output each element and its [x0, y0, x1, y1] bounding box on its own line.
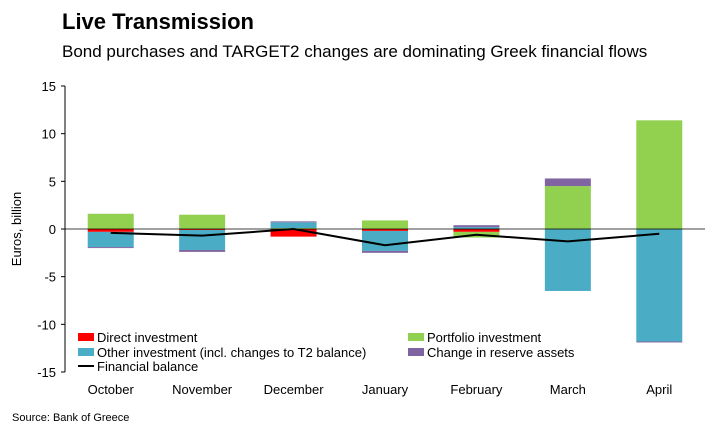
bar-segment [179, 249, 226, 252]
bar-segment [362, 230, 408, 251]
legend-swatch [78, 333, 94, 341]
bar-segment [179, 229, 226, 230]
y-tick-label: 5 [49, 174, 56, 189]
legend-label: Change in reserve assets [427, 345, 575, 360]
bar-segment [270, 221, 317, 223]
bar-segment [453, 227, 500, 229]
bar-segment [270, 222, 317, 229]
bar-segment [636, 120, 683, 229]
legend-label: Financial balance [97, 359, 198, 374]
legend-label: Direct investment [97, 330, 198, 345]
y-tick-label: -5 [44, 270, 56, 285]
chart-subtitle: Bond purchases and TARGET2 changes are d… [62, 42, 648, 61]
bar-segment [636, 229, 683, 342]
y-tick-label: 10 [42, 127, 56, 142]
legend-label: Other investment (incl. changes to T2 ba… [97, 345, 366, 360]
legend-swatch [78, 348, 94, 356]
bar-segment [87, 213, 134, 229]
x-tick-label: December [264, 382, 325, 397]
bar-segment [270, 229, 317, 237]
bar-segment [453, 225, 500, 228]
bar-segment [362, 250, 408, 253]
x-tick-label: October [88, 382, 135, 397]
bar-segment [362, 229, 408, 231]
bar-segment [87, 247, 134, 249]
bar-segment [544, 178, 591, 187]
chart-title: Live Transmission [62, 9, 254, 34]
bar-segment [362, 220, 408, 229]
x-tick-label: April [646, 382, 672, 397]
legend-swatch [408, 333, 424, 341]
y-tick-label: -10 [37, 317, 56, 332]
y-tick-label: 15 [42, 79, 56, 94]
legend-swatch [408, 348, 424, 356]
x-tick-label: February [450, 382, 503, 397]
source-note: Source: Bank of Greece [12, 412, 130, 424]
financial-balance-line [110, 227, 660, 247]
y-tick-label: 0 [49, 222, 56, 237]
bar-segment [179, 229, 226, 250]
bar-segment [544, 186, 591, 229]
x-tick-label: March [550, 382, 586, 397]
legend-label: Portfolio investment [427, 330, 542, 345]
x-tick-label: January [362, 382, 409, 397]
y-axis-label: Euros, billion [9, 192, 24, 266]
bar-segment [544, 229, 591, 291]
bar-segment [87, 231, 134, 248]
bar-segment [636, 341, 683, 343]
x-tick-label: November [172, 382, 233, 397]
bar-segment [87, 229, 134, 232]
bar-segment [179, 214, 226, 229]
y-tick-label: -15 [37, 365, 56, 380]
bar-segment [453, 229, 500, 232]
